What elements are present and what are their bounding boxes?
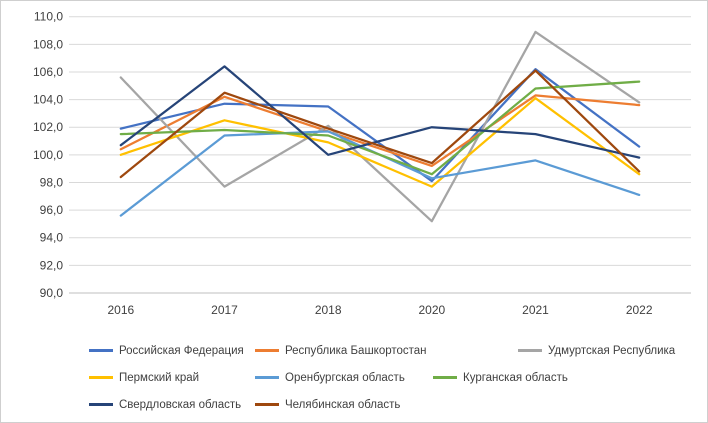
legend-item: Пермский край <box>89 372 255 384</box>
legend-item: Челябинская область <box>255 399 421 411</box>
series-line-4 <box>119 97 641 188</box>
y-tick-label: 106,0 <box>33 65 63 79</box>
y-tick-label: 98,0 <box>40 175 64 189</box>
legend-label: Свердловская область <box>119 398 242 411</box>
y-tick-label: 96,0 <box>40 203 64 217</box>
legend-item: Свердловская область <box>89 399 255 411</box>
y-tick-label: 110,0 <box>34 10 63 24</box>
legend-label: Российская Федерация <box>119 344 244 357</box>
series-line-7 <box>119 65 641 159</box>
x-tick-label: 2017 <box>211 303 238 317</box>
legend-row: Пермский край Оренбургская область Курганс… <box>89 364 699 391</box>
y-tick-label: 102,0 <box>33 120 63 134</box>
series-line-8 <box>119 69 641 179</box>
legend-line-swatch <box>255 403 279 406</box>
legend-item: Удмуртская Республика <box>518 345 684 357</box>
series-line-3 <box>119 30 641 223</box>
y-tick-label: 104,0 <box>33 93 63 107</box>
x-tick-label: 2016 <box>107 303 134 317</box>
legend-item: Республика Башкортостан <box>255 345 518 357</box>
legend-line-swatch <box>518 349 542 352</box>
y-tick-label: 100,0 <box>33 148 63 162</box>
legend-item: Российская Федерация <box>89 345 255 357</box>
legend-label: Челябинская область <box>285 398 401 411</box>
y-tick-label: 108,0 <box>33 37 63 51</box>
legend-label: Пермский край <box>119 371 200 384</box>
legend-label: Республика Башкортостан <box>285 344 427 357</box>
y-tick-label: 90,0 <box>40 286 64 300</box>
x-tick-label: 2020 <box>418 303 445 317</box>
legend-label: Курганская область <box>463 371 568 384</box>
line-chart-plot-area: 90,0 92,0 94,0 96,0 98,0 100,0 102,0 104,0 106,0… <box>33 10 691 317</box>
legend-row: Свердловская область Челябинская область <box>89 391 699 418</box>
legend-label: Оренбургская область <box>285 371 405 384</box>
legend-line-swatch <box>433 376 457 379</box>
legend-line-swatch <box>89 403 113 406</box>
legend-row: Российская Федерация Республика Башкортос… <box>89 337 699 364</box>
legend-line-swatch <box>255 349 279 352</box>
x-tick-label: 2022 <box>626 303 653 317</box>
legend-line-swatch <box>89 376 113 379</box>
legend-item: Оренбургская область <box>255 372 433 384</box>
x-tick-label: 2021 <box>522 303 549 317</box>
x-tick-label: 2018 <box>315 303 342 317</box>
chart-legend: Российская Федерация Республика Башкортос… <box>89 337 699 418</box>
y-tick-label: 94,0 <box>40 231 64 245</box>
legend-line-swatch <box>255 376 279 379</box>
legend-label: Удмуртская Республика <box>548 344 676 357</box>
legend-line-swatch <box>89 349 113 352</box>
legend-item: Курганская область <box>433 372 599 384</box>
y-tick-label: 92,0 <box>40 258 64 272</box>
